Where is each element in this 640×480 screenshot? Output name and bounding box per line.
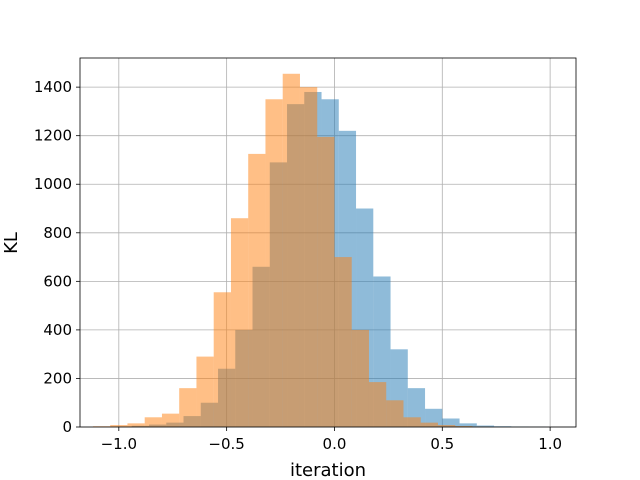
histogram-bar-s1-20	[437, 425, 456, 427]
histogram-bar-s1-14	[334, 257, 352, 427]
y-axis-label: KL	[1, 232, 22, 254]
x-tick-label-2: 0.0	[323, 435, 347, 453]
x-tick-label-1: −0.5	[208, 435, 244, 453]
y-tick-label-0: 0	[62, 418, 72, 436]
histogram-bar-s0-19	[442, 418, 460, 427]
histogram-bar-s0-18	[425, 408, 443, 427]
histogram-bar-s1-4	[161, 413, 180, 427]
histogram-bar-s1-12	[299, 87, 318, 427]
x-tick-label-4: 1.0	[538, 435, 562, 453]
histogram-bar-s1-18	[403, 417, 421, 427]
y-tick-label-1: 200	[43, 369, 72, 387]
histogram-bar-s1-7	[213, 292, 231, 427]
bars-layer	[92, 73, 546, 428]
histogram-bar-s1-5	[179, 388, 197, 427]
histogram-bar-s1-3	[144, 417, 162, 427]
histogram-bar-s0-20	[459, 423, 477, 427]
histogram-bar-s1-19	[420, 422, 438, 427]
histogram-bar-s1-10	[265, 99, 283, 427]
histogram-bar-s0-21	[476, 425, 495, 427]
y-tick-label-7: 1400	[34, 78, 72, 96]
y-tick-label-3: 600	[43, 272, 72, 290]
y-tick-label-6: 1200	[34, 127, 72, 145]
x-tick-label-3: 0.5	[430, 435, 454, 453]
y-tick-label-2: 400	[43, 321, 72, 339]
x-axis-label: iteration	[290, 460, 366, 480]
histogram-bar-s1-17	[386, 400, 404, 427]
histogram-bar-s1-13	[317, 136, 335, 428]
histogram-bar-s1-8	[230, 218, 249, 427]
histogram-bar-s1-6	[196, 356, 214, 427]
y-tick-label-5: 1000	[34, 175, 72, 193]
histogram-bar-s1-15	[351, 329, 369, 427]
x-tick-label-0: −1.0	[101, 435, 137, 453]
y-tick-label-4: 800	[43, 224, 72, 242]
histogram-bar-s1-16	[368, 382, 387, 427]
plot-frame	[79, 57, 577, 428]
histogram-bar-s1-1	[110, 425, 128, 427]
histogram-bar-s1-21	[455, 426, 473, 427]
histogram-bar-s1-9	[248, 153, 266, 427]
ticks-layer: −1.0 −0.5 0.0 0.5 1.0 0 200 400 600 800 1000 1200 14…	[34, 78, 562, 453]
histogram-bar-s1-11	[282, 73, 300, 427]
histogram-bar-s1-2	[127, 423, 145, 427]
